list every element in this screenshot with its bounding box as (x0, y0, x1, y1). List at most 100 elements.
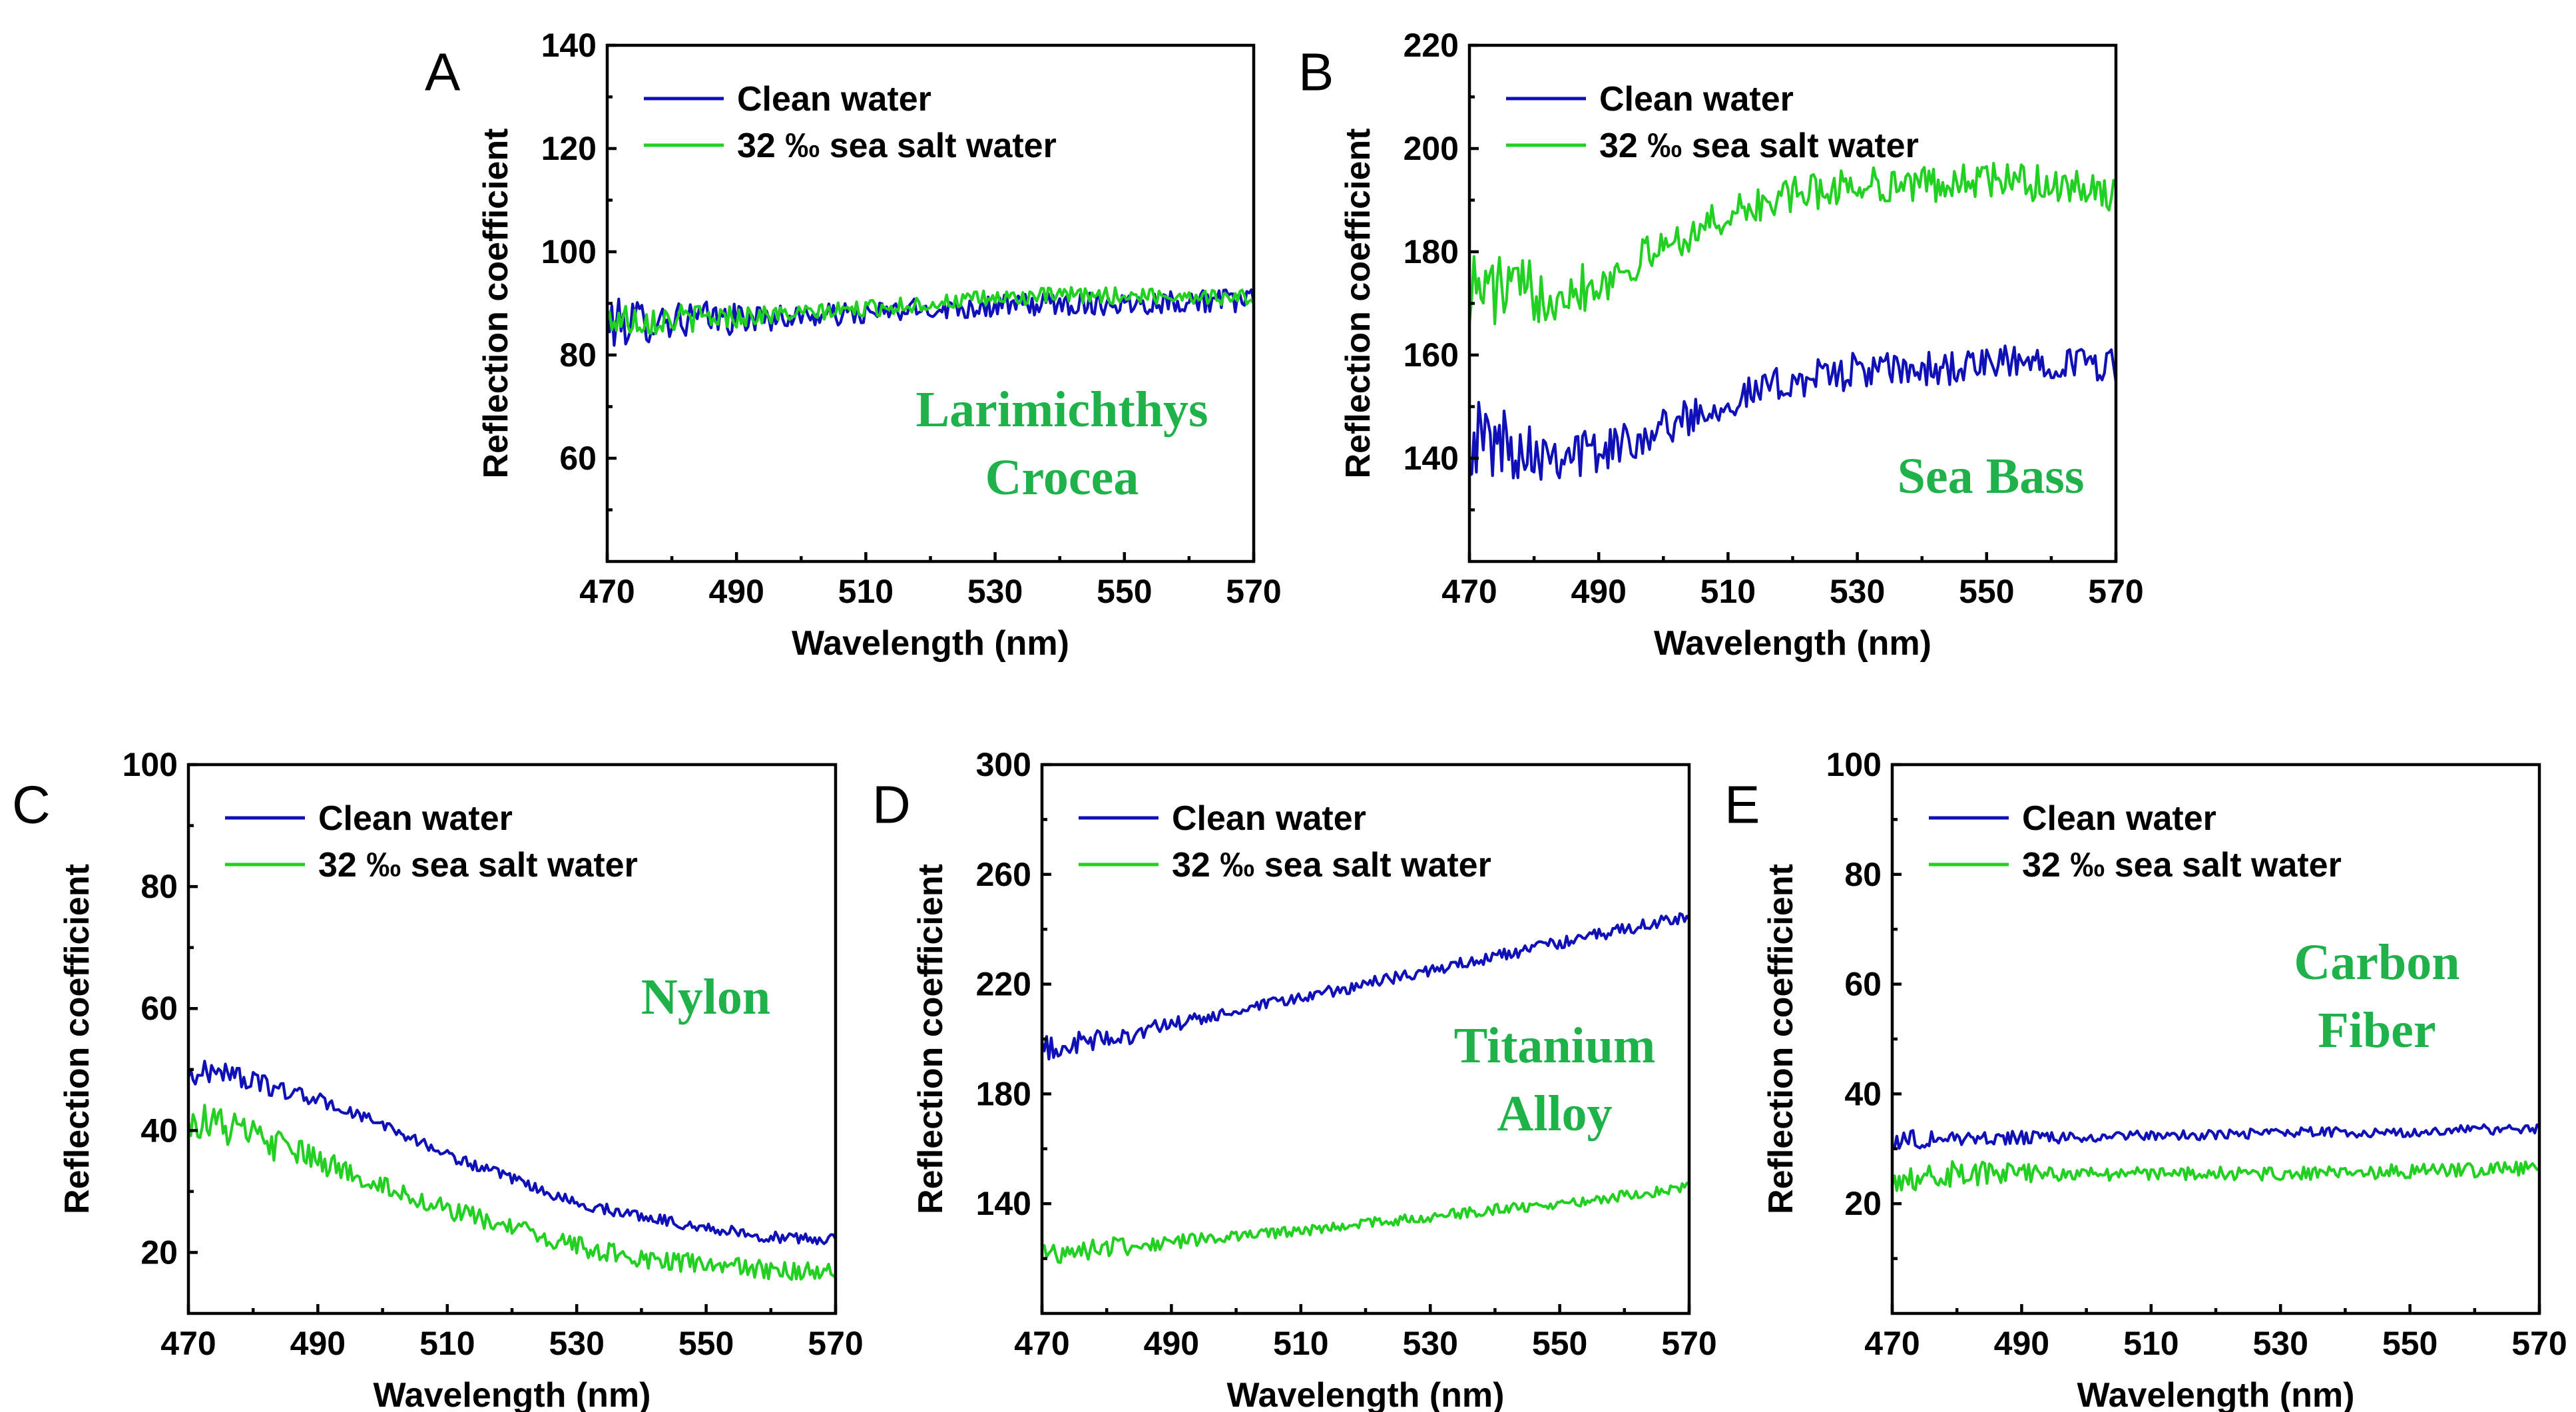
material-annotation: Carbon (2294, 934, 2459, 990)
y-tick-label: 20 (140, 1234, 178, 1271)
y-tick-label: 100 (1826, 746, 1882, 783)
y-axis-label: Reflection coefficient (58, 864, 97, 1214)
y-tick-label: 140 (541, 27, 597, 64)
legend-label-sea-salt-water: 32 ‰ sea salt water (2022, 846, 2342, 884)
panel-letter-b: B (1298, 43, 1334, 102)
x-tick-label: 470 (160, 1325, 216, 1362)
panel-e: E 470 490 510 530 550 570 20 40 60 80 100 Wavelength… (1724, 746, 2567, 1412)
x-tick-label: 530 (2252, 1325, 2308, 1362)
series-line-sea-salt-water (1469, 162, 2116, 326)
y-axis-label: Reflection coefficient (1339, 129, 1378, 479)
x-tick-label: 550 (1097, 573, 1152, 610)
x-tick-label: 530 (1402, 1325, 1457, 1362)
panel-d: D 470 490 510 530 550 570 140 180 220 260 300 Wavele… (872, 746, 1717, 1412)
x-tick-label: 510 (1273, 1325, 1328, 1362)
y-tick-label: 140 (1404, 440, 1459, 477)
y-tick-label: 60 (559, 440, 597, 477)
x-tick-label: 490 (708, 573, 764, 610)
panel-letter-a: A (425, 43, 461, 102)
x-tick-label: 510 (2123, 1325, 2179, 1362)
y-tick-label: 300 (976, 746, 1031, 783)
panel-a: A 470 490 510 530 550 570 60 80 100 120 140 Waveleng… (425, 27, 1282, 663)
x-tick-label: 490 (290, 1325, 346, 1362)
y-tick-label: 140 (976, 1185, 1031, 1222)
y-tick-label: 20 (1844, 1185, 1882, 1222)
y-tick-label: 80 (559, 336, 597, 374)
x-tick-label: 530 (1830, 573, 1885, 610)
x-axis-label: Wavelength (nm) (1654, 624, 1932, 663)
y-tick-label: 80 (1844, 856, 1882, 893)
y-tick-label: 60 (1844, 966, 1882, 1003)
x-tick-label: 570 (808, 1325, 863, 1362)
y-tick-label: 220 (1404, 27, 1459, 64)
series-line-clean-water (1469, 344, 2116, 481)
x-tick-label: 470 (1864, 1325, 1920, 1362)
legend-label-clean-water: Clean water (1599, 80, 1794, 119)
legend-label-sea-salt-water: 32 ‰ sea salt water (318, 846, 638, 884)
material-annotation: Nylon (641, 969, 770, 1025)
y-tick-label: 120 (541, 130, 597, 167)
material-annotation: Crocea (985, 450, 1139, 506)
x-axis-label: Wavelength (nm) (792, 624, 1069, 663)
legend-label-sea-salt-water: 32 ‰ sea salt water (1599, 127, 1919, 165)
series-line-clean-water (188, 1060, 836, 1245)
panel-c: C 470 490 510 530 550 570 20 40 60 80 100 Wavelength… (12, 746, 864, 1412)
x-tick-label: 510 (419, 1325, 475, 1362)
legend-label-clean-water: Clean water (318, 799, 513, 838)
y-axis-label: Reflection coefficient (1762, 864, 1800, 1214)
x-tick-label: 570 (2511, 1325, 2567, 1362)
x-axis-label: Wavelength (nm) (2077, 1376, 2355, 1412)
y-tick-label: 180 (1404, 233, 1459, 270)
legend-label-clean-water: Clean water (737, 80, 931, 119)
legend-label-clean-water: Clean water (1172, 799, 1366, 838)
x-axis-label: Wavelength (nm) (374, 1376, 651, 1412)
material-annotation: Alloy (1497, 1086, 1612, 1142)
material-annotation: Fiber (2318, 1002, 2436, 1058)
series-line-sea-salt-water (607, 286, 1254, 336)
x-axis-label: Wavelength (nm) (1227, 1376, 1505, 1412)
x-tick-label: 530 (967, 573, 1023, 610)
x-tick-label: 570 (1661, 1325, 1716, 1362)
x-tick-label: 470 (1014, 1325, 1069, 1362)
x-tick-label: 470 (1441, 573, 1497, 610)
x-tick-label: 550 (1959, 573, 2014, 610)
x-tick-label: 470 (579, 573, 635, 610)
legend-label-sea-salt-water: 32 ‰ sea salt water (737, 127, 1057, 165)
series-line-sea-salt-water (1892, 1160, 2539, 1192)
panel-letter-c: C (12, 775, 51, 835)
y-tick-label: 40 (1844, 1075, 1882, 1112)
series-line-clean-water (607, 288, 1254, 347)
panel-letter-d: D (872, 775, 911, 835)
legend-label-clean-water: Clean water (2022, 799, 2216, 838)
y-tick-label: 220 (976, 966, 1031, 1003)
panel-letter-e: E (1724, 775, 1760, 835)
y-tick-label: 40 (140, 1112, 178, 1149)
y-tick-label: 80 (140, 868, 178, 905)
series-line-clean-water (1892, 1123, 2539, 1150)
x-tick-label: 510 (838, 573, 894, 610)
x-tick-label: 570 (1226, 573, 1281, 610)
x-tick-label: 490 (1144, 1325, 1199, 1362)
material-annotation: Sea Bass (1898, 448, 2085, 504)
series-line-sea-salt-water (188, 1104, 836, 1281)
x-tick-label: 550 (678, 1325, 734, 1362)
y-tick-label: 100 (123, 746, 178, 783)
y-axis-label: Reflection coefficient (911, 864, 950, 1214)
x-tick-label: 510 (1700, 573, 1756, 610)
y-tick-label: 200 (1404, 130, 1459, 167)
y-tick-label: 60 (140, 990, 178, 1027)
x-tick-label: 530 (549, 1325, 604, 1362)
legend-label-sea-salt-water: 32 ‰ sea salt water (1172, 846, 1491, 884)
y-tick-label: 160 (1404, 336, 1459, 374)
y-tick-label: 260 (976, 856, 1031, 893)
material-annotation: Titanium (1454, 1018, 1656, 1074)
panel-b: B 470 490 510 530 550 570 140 160 180 200 220 Wavele… (1298, 27, 2144, 663)
y-tick-label: 180 (976, 1075, 1031, 1112)
y-tick-label: 100 (541, 233, 597, 270)
series-line-sea-salt-water (1042, 1181, 1689, 1264)
series-line-clean-water (1042, 912, 1689, 1061)
x-tick-label: 490 (1571, 573, 1626, 610)
material-annotation: Larimichthys (915, 382, 1208, 438)
x-tick-label: 490 (1994, 1325, 2049, 1362)
x-tick-label: 550 (2382, 1325, 2438, 1362)
